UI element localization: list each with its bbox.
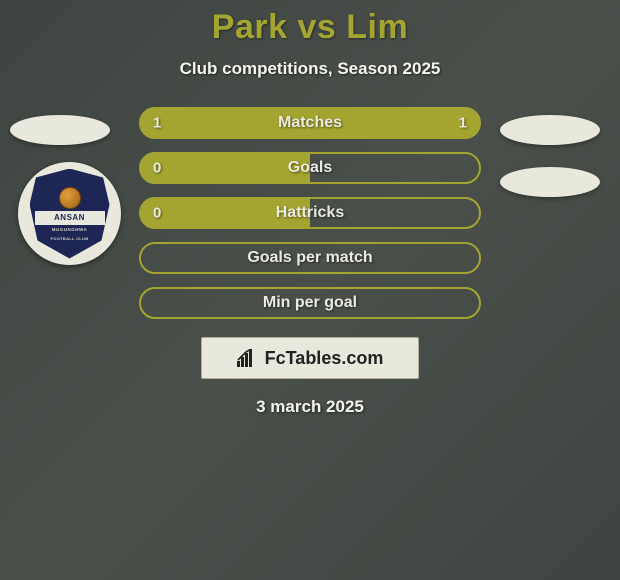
stat-row-matches: 1 Matches 1: [139, 107, 481, 139]
brand-text: FcTables.com: [265, 348, 384, 369]
stat-goals-left: 0: [153, 160, 161, 177]
player-right-slot-2: [500, 167, 600, 197]
club-name: ANSAN: [35, 211, 105, 225]
brand-box[interactable]: FcTables.com: [201, 337, 419, 379]
stat-row-hattricks: 0 Hattricks: [139, 197, 481, 229]
club-shield: ANSAN MUGUNGHWA FOOTBALL CLUB: [30, 169, 110, 259]
club-subname: MUGUNGHWA: [52, 227, 88, 232]
stat-goals-label: Goals: [288, 159, 332, 177]
player-left-slot: [10, 115, 110, 145]
club-footer-text: FOOTBALL CLUB: [51, 236, 89, 241]
page-title: Park vs Lim: [0, 8, 620, 47]
ball-icon: [59, 187, 81, 209]
stat-matches-label: Matches: [278, 114, 342, 132]
stat-row-mpg: Min per goal: [139, 287, 481, 319]
stat-hattricks-left: 0: [153, 205, 161, 222]
stat-row-goals: 0 Goals: [139, 152, 481, 184]
date-line: 3 march 2025: [0, 397, 620, 417]
player-right-slot-1: [500, 115, 600, 145]
stat-matches-left: 1: [153, 115, 161, 132]
stat-row-gpm: Goals per match: [139, 242, 481, 274]
stat-hattricks-label: Hattricks: [276, 204, 344, 222]
stat-mpg-label: Min per goal: [263, 294, 357, 312]
stat-gpm-label: Goals per match: [247, 249, 372, 267]
stat-matches-right: 1: [459, 115, 467, 132]
stats-stage: ANSAN MUGUNGHWA FOOTBALL CLUB 1 Matches …: [0, 107, 620, 417]
comparison-card: Park vs Lim Club competitions, Season 20…: [0, 0, 620, 580]
club-badge: ANSAN MUGUNGHWA FOOTBALL CLUB: [18, 162, 121, 265]
stats-rows: 1 Matches 1 0 Goals 0 Hattricks Goals pe…: [139, 107, 481, 319]
page-subtitle: Club competitions, Season 2025: [0, 59, 620, 79]
barchart-icon: [237, 349, 259, 367]
